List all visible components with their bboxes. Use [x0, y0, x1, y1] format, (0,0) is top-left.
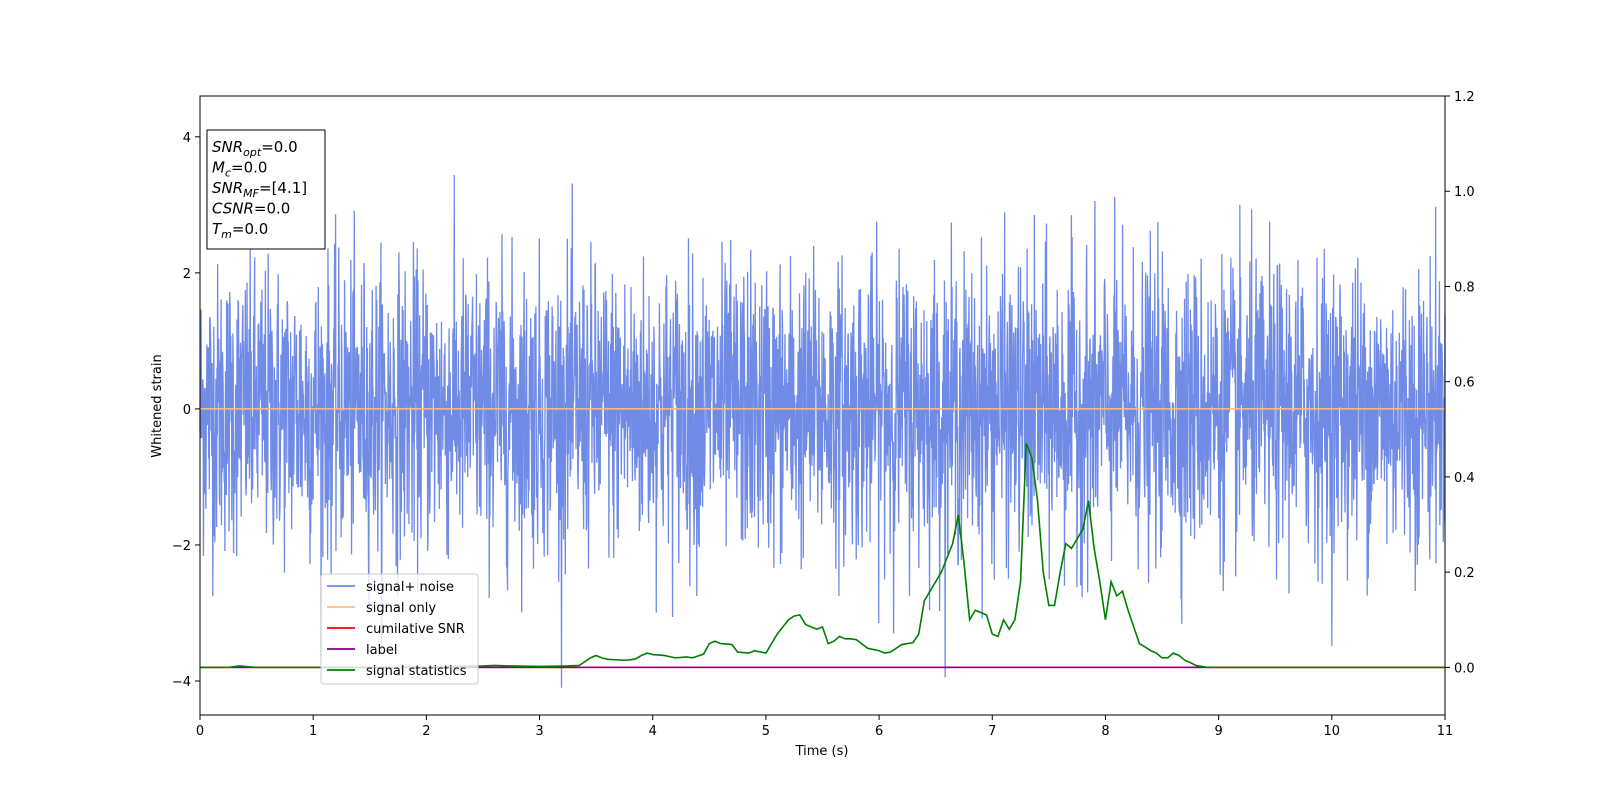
info-box-frame: [206, 129, 326, 250]
y2-tick-label: 0.2: [1454, 566, 1475, 581]
x-tick-label: 11: [1437, 724, 1454, 739]
info-line: Tm=0.0: [212, 220, 268, 241]
info-line: Mc=0.0: [212, 159, 267, 180]
x-tick-label: 4: [649, 724, 657, 739]
signal-noise-series: [199, 174, 1446, 688]
y-tick-label: 0: [183, 403, 191, 418]
y2-tick-label: 0.8: [1454, 280, 1475, 295]
y-tick-label: −4: [172, 675, 191, 690]
y-axis-left: −4 −2 0 2 4: [172, 131, 200, 690]
x-axis-label: Time (s): [795, 744, 849, 759]
info-line: CSNR=0.0: [212, 200, 290, 218]
info-line: SNRMF=[4.1]: [212, 179, 307, 200]
legend-entry-label: signal statistics: [366, 664, 467, 679]
legend: signal+ noise signal only cumilative SNR la…: [320, 573, 479, 685]
x-tick-label: 1: [309, 724, 317, 739]
x-tick-label: 10: [1324, 724, 1341, 739]
y-axis-label: Whitened strain: [150, 354, 165, 457]
info-line: SNRopt=0.0: [212, 138, 298, 159]
x-tick-label: 9: [1214, 724, 1222, 739]
legend-entry-label: signal+ noise: [366, 580, 454, 595]
plot-frame: [199, 95, 1446, 716]
x-tick-label: 0: [196, 724, 204, 739]
legend-entry-label: cumilative SNR: [366, 622, 465, 637]
y2-tick-label: 0.6: [1454, 376, 1475, 391]
y2-tick-label: 1.0: [1454, 185, 1475, 200]
y2-tick-label: 0.4: [1454, 471, 1475, 486]
y-tick-label: −2: [172, 539, 191, 554]
x-tick-label: 2: [422, 724, 430, 739]
x-tick-label: 8: [1101, 724, 1109, 739]
legend-entry-label: label: [366, 643, 397, 658]
series-line-signal-statistics: [200, 443, 1445, 669]
signal-noise-line: [199, 174, 1446, 688]
y-tick-label: 4: [183, 131, 191, 146]
y-axis-right: 0.0 0.2 0.4 0.6 0.8 1.0 1.2: [1445, 90, 1475, 676]
x-axis: 0 1 2 3 4 5 6 7 8 9 10 11: [196, 715, 1453, 739]
y2-tick-label: 1.2: [1454, 90, 1475, 105]
x-tick-label: 5: [762, 724, 770, 739]
x-tick-label: 3: [535, 724, 543, 739]
legend-frame: [320, 573, 479, 685]
x-tick-label: 7: [988, 724, 996, 739]
y2-tick-label: 0.0: [1454, 661, 1475, 676]
y-tick-label: 2: [183, 267, 191, 282]
legend-entry-label: signal only: [366, 601, 436, 616]
x-tick-label: 6: [875, 724, 883, 739]
